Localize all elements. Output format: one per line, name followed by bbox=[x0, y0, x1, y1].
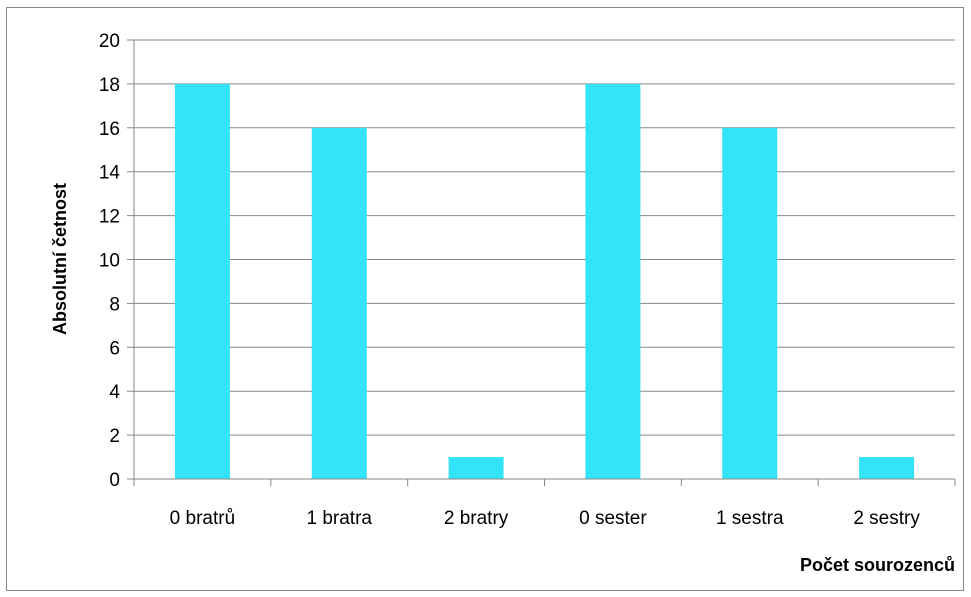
y-tick-label: 10 bbox=[99, 251, 120, 272]
y-tick-label: 20 bbox=[99, 31, 120, 52]
bar bbox=[859, 457, 915, 479]
x-axis-title: Počet sourozenců bbox=[800, 555, 955, 575]
x-tick-label: 1 bratra bbox=[307, 508, 373, 529]
y-tick-label: 4 bbox=[109, 382, 120, 403]
bar bbox=[722, 127, 778, 480]
y-tick-label: 14 bbox=[99, 163, 121, 184]
x-tick-label: 1 sestra bbox=[716, 508, 784, 529]
y-tick-label: 12 bbox=[99, 207, 120, 228]
x-tick-label: 2 sestry bbox=[853, 508, 920, 529]
gridlines bbox=[134, 39, 955, 436]
bar bbox=[448, 457, 504, 479]
x-tick-label: 2 bratry bbox=[444, 508, 509, 529]
x-tick-label: 0 bratrů bbox=[170, 508, 235, 529]
y-tick-label: 16 bbox=[99, 119, 120, 140]
y-tick-label: 0 bbox=[109, 470, 120, 491]
y-tick-label: 18 bbox=[99, 75, 120, 96]
y-tick-label: 2 bbox=[109, 426, 120, 447]
y-tick-label: 6 bbox=[109, 338, 120, 359]
axes bbox=[127, 39, 956, 486]
bar bbox=[585, 83, 641, 480]
bar bbox=[311, 127, 367, 480]
bar bbox=[174, 83, 230, 480]
bars bbox=[174, 83, 915, 480]
y-axis-title: Absolutní četnost bbox=[50, 183, 70, 335]
x-tick-labels: 0 bratrů 1 bratra 2 bratry 0 sester 1 sestra… bbox=[170, 508, 921, 529]
chart-frame bbox=[6, 7, 964, 591]
x-tick-label: 0 sester bbox=[579, 508, 647, 529]
y-tick-label: 8 bbox=[109, 294, 120, 315]
y-tick-labels: 0 2 4 6 8 10 12 14 16 18 20 bbox=[99, 31, 121, 491]
